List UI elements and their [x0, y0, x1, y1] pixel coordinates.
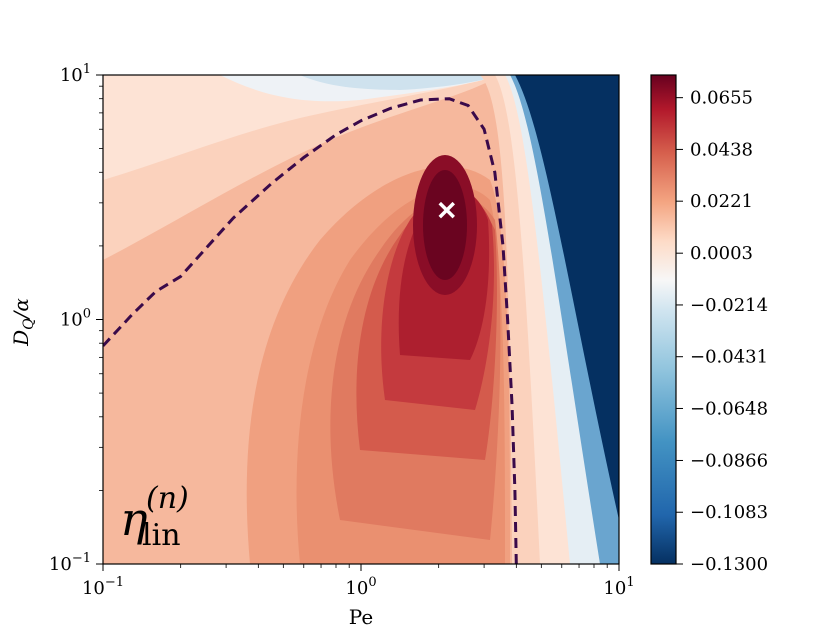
colorbar: 0.0655 0.0438 0.0221 0.0003 −0.0214 −0.0431 −0… — [650, 74, 768, 575]
y-tick-label: 101 — [60, 62, 91, 86]
zero-contour-line — [103, 97, 518, 564]
y-axis-label: DQ/α — [9, 298, 37, 347]
colorbar-tick-label: 0.0438 — [690, 139, 753, 160]
svg-text:DQ/α: DQ/α — [9, 298, 37, 347]
svg-text:lin: lin — [142, 518, 181, 553]
y-axis-ticks: 10−1 100 101 — [49, 62, 103, 575]
svg-text:η: η — [120, 492, 148, 546]
colorbar-tick-label: 0.0003 — [690, 243, 753, 264]
y-tick-label: 100 — [60, 307, 91, 331]
colorbar-tick-label: −0.1083 — [690, 502, 768, 523]
y-tick-label: 10−1 — [49, 551, 91, 575]
colorbar-tick-label: 0.0655 — [690, 88, 753, 109]
colorbar-tick-label: 0.0221 — [690, 191, 753, 212]
svg-text:(n): (n) — [146, 481, 189, 516]
colorbar-tick-label: −0.0431 — [690, 347, 768, 368]
colorbar-tick-label: −0.0866 — [690, 450, 768, 471]
x-tick-label: 100 — [345, 575, 376, 599]
colorbar-tick-label: −0.0214 — [690, 295, 768, 316]
x-tick-label: 10−1 — [82, 575, 124, 599]
colorbar-tick-label: −0.1300 — [690, 554, 768, 575]
x-axis-ticks: 10−1 100 101 — [82, 564, 635, 599]
maximum-marker — [438, 201, 456, 219]
x-tick-label: 101 — [603, 575, 634, 599]
colorbar-ticks: 0.0655 0.0438 0.0221 0.0003 −0.0214 −0.0431 −0… — [676, 88, 768, 575]
panel-label: η (n) lin — [120, 481, 189, 553]
x-axis-label: Pe — [349, 605, 373, 629]
colorbar-tick-label: −0.0648 — [690, 398, 768, 419]
contour-field — [103, 75, 619, 564]
